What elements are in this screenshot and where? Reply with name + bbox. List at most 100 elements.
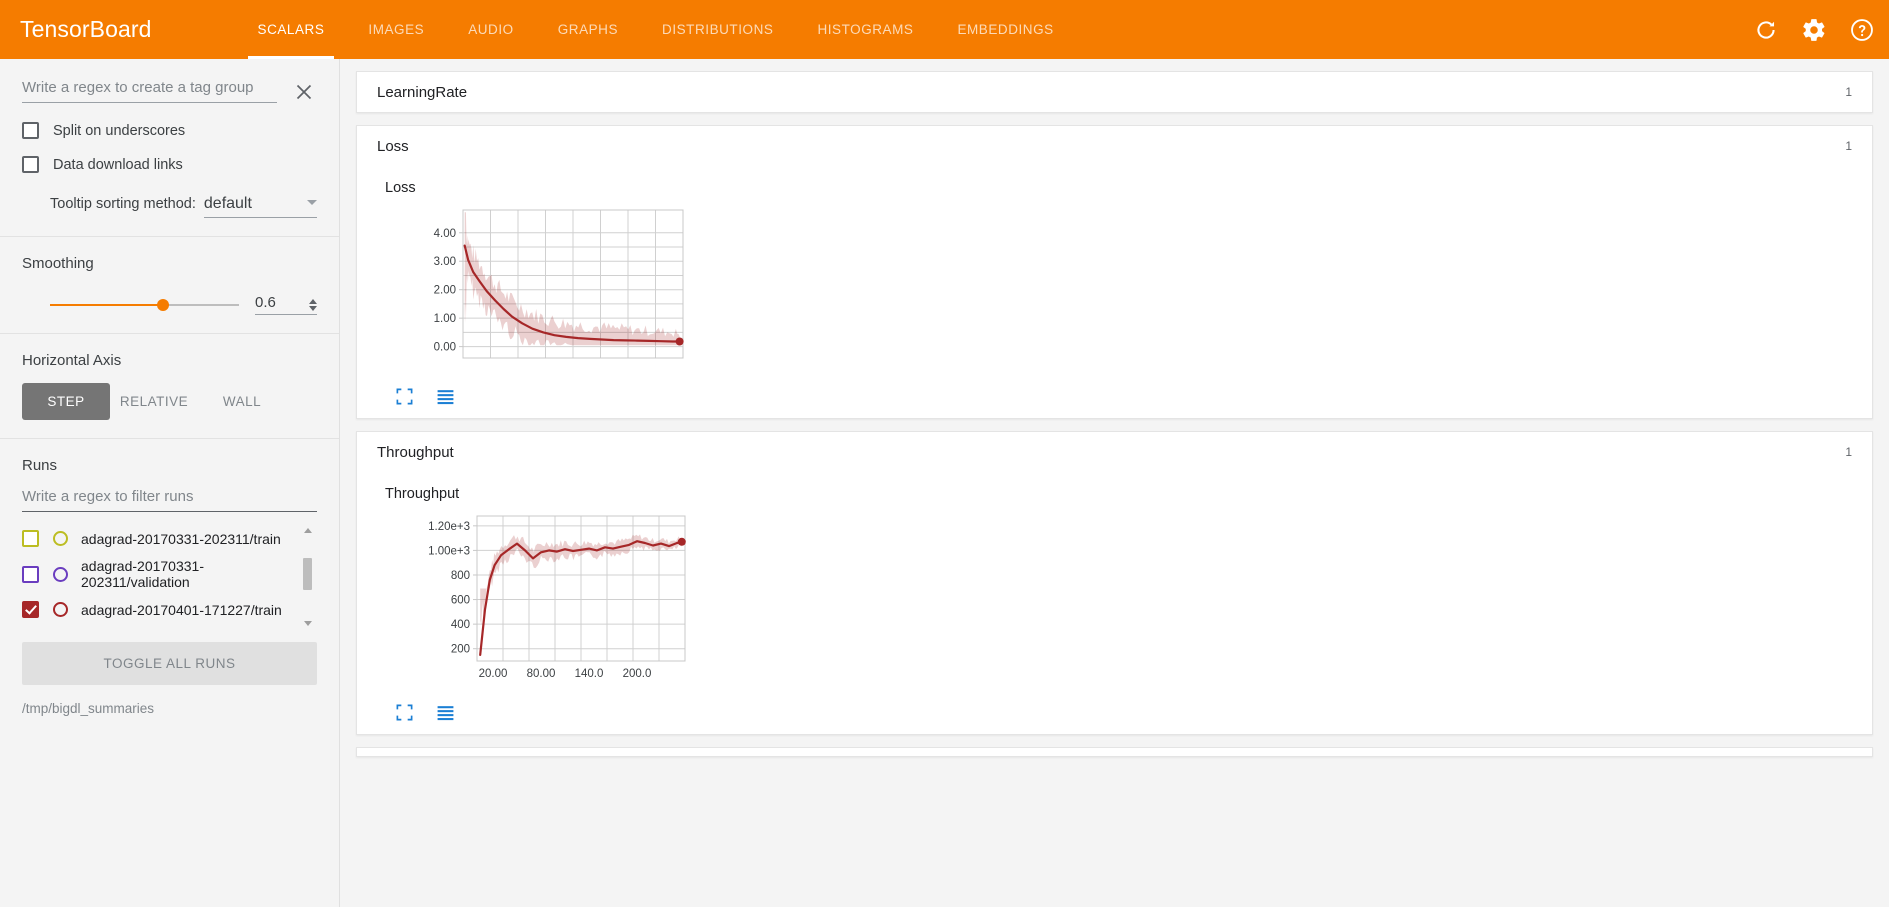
card-title: Throughput <box>377 443 454 461</box>
tab-embeddings-label: EMBEDDINGS <box>957 22 1054 37</box>
card-throughput: Throughput 1 Throughput 200 400 600 800 1.00… <box>356 431 1873 735</box>
run-label: adagrad-20170331-202311/validation <box>81 558 204 590</box>
expand-chart-icon[interactable] <box>395 703 414 722</box>
tab-graphs-label: GRAPHS <box>557 22 619 37</box>
tab-distributions-label: DISTRIBUTIONS <box>662 22 774 37</box>
chart-title-throughput: Throughput <box>385 486 460 502</box>
card-next-partial <box>356 747 1873 757</box>
svg-text:20.00: 20.00 <box>479 668 508 680</box>
chart-actions-throughput <box>385 703 1872 722</box>
card-body-throughput: Throughput 200 400 600 800 1.00e+3 1.20e+3 20.… <box>357 472 1872 734</box>
tab-graphs[interactable]: GRAPHS <box>536 0 640 59</box>
svg-text:2.00: 2.00 <box>434 285 456 297</box>
horizontal-axis-title: Horizontal Axis <box>22 352 122 369</box>
scroll-down-icon[interactable] <box>302 617 313 630</box>
svg-text:0.00: 0.00 <box>434 342 456 354</box>
tab-scalars-label: SCALARS <box>257 22 325 37</box>
smoothing-stepper[interactable] <box>309 299 317 311</box>
runs-regex-input[interactable] <box>22 486 317 512</box>
list-item[interactable]: adagrad-20170331-202311/validation <box>22 558 291 590</box>
toggle-all-runs-button[interactable]: TOGGLE ALL RUNS <box>22 642 317 685</box>
smoothing-section: Smoothing 0.6 <box>0 237 339 334</box>
list-item[interactable]: adagrad-20170401-171227/train <box>22 595 291 624</box>
tooltip-sort-select[interactable]: default <box>203 195 317 218</box>
chart-actions-loss <box>385 387 1872 406</box>
run-color-dot <box>53 602 68 617</box>
stepper-up-icon[interactable] <box>309 299 317 304</box>
scrollbar-thumb[interactable] <box>303 558 312 590</box>
tab-distributions[interactable]: DISTRIBUTIONS <box>640 0 795 59</box>
tag-group-section: Split on underscores Data download links… <box>0 59 339 237</box>
card-header-learningrate[interactable]: LearningRate 1 <box>357 72 1872 112</box>
scroll-up-icon[interactable] <box>302 524 313 537</box>
card-title: LearningRate <box>377 83 468 101</box>
app-header: TensorBoard SCALARS IMAGES AUDIO GRAPHS … <box>0 0 1889 59</box>
run-checkbox[interactable] <box>22 565 39 583</box>
axis-option-step[interactable]: STEP <box>22 383 110 420</box>
data-download-links-row[interactable]: Data download links <box>22 156 317 173</box>
smoothing-value-field[interactable]: 0.6 <box>255 294 317 315</box>
tag-regex-input[interactable] <box>22 77 277 103</box>
close-icon[interactable] <box>291 79 317 105</box>
tab-audio[interactable]: AUDIO <box>446 0 536 59</box>
card-learningrate: LearningRate 1 <box>356 71 1873 113</box>
tab-images-label: IMAGES <box>368 22 425 37</box>
header-actions <box>1753 0 1875 59</box>
toggle-y-axis-icon[interactable] <box>436 703 455 722</box>
toggle-y-axis-icon[interactable] <box>436 387 455 406</box>
list-item[interactable]: adagrad-20170331-202311/train <box>22 524 291 553</box>
chart-svg-loss[interactable]: 0.00 1.00 2.00 3.00 4.00 <box>385 202 705 372</box>
run-label: adagrad-20170331-202311/train <box>81 530 281 547</box>
smoothing-title: Smoothing <box>22 255 94 272</box>
runs-section: Runs adagrad-20170331-202311/train adagr… <box>0 439 339 734</box>
svg-text:200.0: 200.0 <box>623 668 652 680</box>
smoothing-value: 0.6 <box>255 294 276 311</box>
svg-text:1.20e+3: 1.20e+3 <box>428 521 470 533</box>
horizontal-axis-options: STEP RELATIVE WALL <box>22 383 317 420</box>
card-header-throughput[interactable]: Throughput 1 <box>357 432 1872 472</box>
tab-images[interactable]: IMAGES <box>346 0 446 59</box>
runs-scrollbar[interactable] <box>302 524 313 630</box>
card-body-loss: Loss 0.00 1.00 2.00 3.00 4.00 <box>357 166 1872 418</box>
run-checkbox[interactable] <box>22 601 39 618</box>
axis-option-relative[interactable]: RELATIVE <box>119 394 189 409</box>
stepper-down-icon[interactable] <box>309 306 317 311</box>
run-color-dot <box>53 566 68 582</box>
tooltip-sort-row: Tooltip sorting method: default <box>22 195 317 218</box>
help-icon[interactable] <box>1849 17 1875 43</box>
svg-text:80.00: 80.00 <box>527 668 556 680</box>
card-count: 1 <box>1845 445 1852 459</box>
chart-throughput[interactable]: 200 400 600 800 1.00e+3 1.20e+3 20.00 80.00 140.… <box>385 508 705 693</box>
svg-text:140.0: 140.0 <box>575 668 604 680</box>
tab-histograms[interactable]: HISTOGRAMS <box>795 0 935 59</box>
svg-text:800: 800 <box>451 570 470 582</box>
tab-scalars[interactable]: SCALARS <box>236 0 347 59</box>
slider-knob[interactable] <box>157 298 170 311</box>
axis-option-wall[interactable]: WALL <box>222 394 262 409</box>
chevron-down-icon <box>307 200 317 205</box>
card-header-loss[interactable]: Loss 1 <box>357 126 1872 166</box>
data-download-links-label: Data download links <box>53 156 183 173</box>
app-title: TensorBoard <box>20 16 152 42</box>
split-underscores-checkbox[interactable] <box>22 122 39 139</box>
svg-text:1.00: 1.00 <box>434 313 456 325</box>
chart-svg-throughput[interactable]: 200 400 600 800 1.00e+3 1.20e+3 20.00 80.00 140.… <box>385 508 705 688</box>
data-download-links-checkbox[interactable] <box>22 156 39 173</box>
horizontal-axis-section: Horizontal Axis STEP RELATIVE WALL <box>0 334 339 439</box>
chart-loss[interactable]: 0.00 1.00 2.00 3.00 4.00 <box>385 202 705 377</box>
run-color-dot <box>53 531 68 546</box>
expand-chart-icon[interactable] <box>395 387 414 406</box>
runs-list[interactable]: adagrad-20170331-202311/train adagrad-20… <box>22 524 317 630</box>
split-underscores-row[interactable]: Split on underscores <box>22 122 317 139</box>
svg-text:600: 600 <box>451 595 470 607</box>
main-nav: SCALARS IMAGES AUDIO GRAPHS DISTRIBUTION… <box>236 0 1076 59</box>
refresh-icon[interactable] <box>1753 17 1779 43</box>
svg-text:4.00: 4.00 <box>434 228 456 240</box>
run-checkbox[interactable] <box>22 530 39 547</box>
tooltip-sort-value: default <box>203 195 252 212</box>
smoothing-slider[interactable] <box>50 295 239 315</box>
gear-icon[interactable] <box>1801 17 1827 43</box>
logdir-path: /tmp/bigdl_summaries <box>22 701 155 716</box>
tab-embeddings[interactable]: EMBEDDINGS <box>935 0 1075 59</box>
tab-histograms-label: HISTOGRAMS <box>817 22 914 37</box>
